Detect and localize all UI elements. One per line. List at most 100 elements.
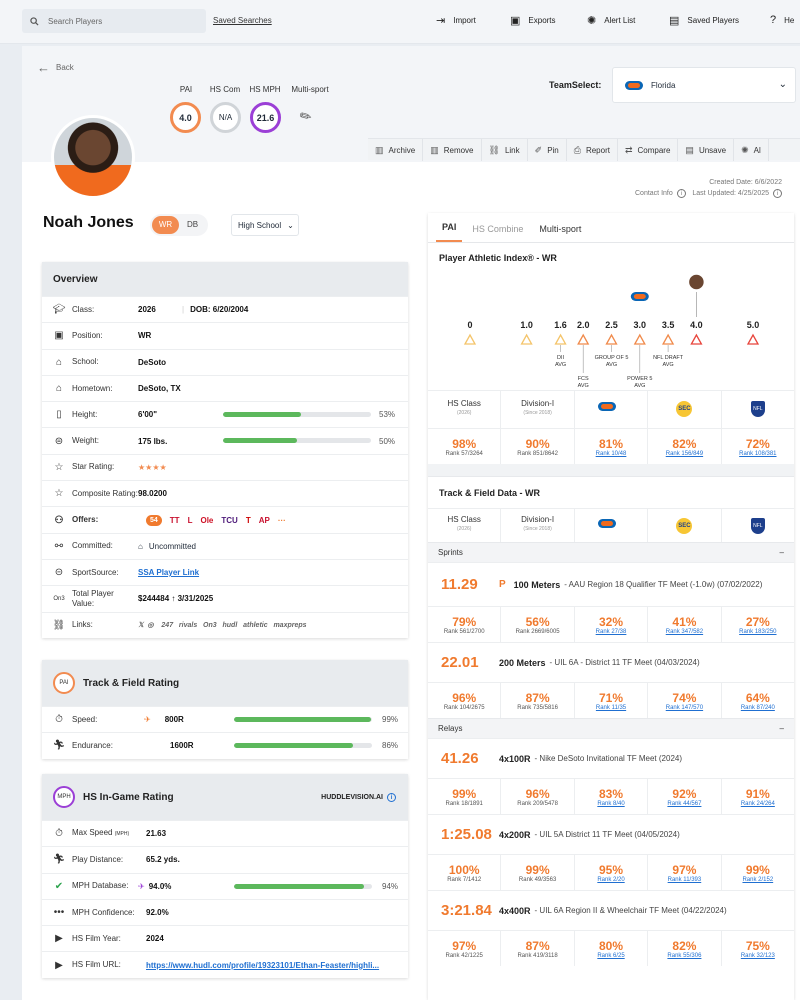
percentile-cell[interactable]: 72% Rank 108/381: [722, 429, 794, 464]
rank-text[interactable]: Rank 10/48: [595, 451, 627, 457]
position-toggle[interactable]: WR DB: [150, 214, 208, 236]
rank-text: Rank 57/3264: [445, 451, 483, 457]
rank-text[interactable]: Rank 55/306: [667, 953, 702, 959]
rank-text[interactable]: Rank 2/152: [742, 877, 774, 883]
percentile-cell[interactable]: 97% Rank 11/393: [648, 855, 722, 890]
teamselect-dropdown[interactable]: Florida ⌄: [612, 67, 796, 103]
rank-text: Rank 561/2700: [443, 629, 485, 635]
sprints-header[interactable]: Sprints –: [428, 542, 794, 562]
info-icon[interactable]: i: [773, 189, 782, 198]
percentile-cell: 96% Rank 209/5478: [501, 779, 575, 814]
rank-text[interactable]: Rank 32/123: [740, 953, 775, 959]
rank-text[interactable]: Rank 2/20: [597, 877, 625, 883]
back-button[interactable]: ← Back: [37, 60, 74, 75]
ssa-player-link[interactable]: SSA Player Link: [138, 568, 200, 578]
help-button[interactable]: ? He: [770, 14, 794, 26]
hs-class-sub: (2026): [456, 526, 472, 532]
rank-text[interactable]: Rank 156/849: [665, 451, 704, 457]
percentile-cell[interactable]: 74% Rank 147/570: [648, 683, 722, 718]
row-value: 6'00": [138, 410, 158, 420]
percentile-cell[interactable]: 99% Rank 2/152: [722, 855, 794, 890]
alert-list-button[interactable]: ✺ Alert List: [587, 14, 635, 27]
percentile-value: 82%: [672, 939, 697, 953]
percentile-cell[interactable]: 82% Rank 55/306: [648, 931, 722, 966]
alert-button[interactable]: ✺ Al: [734, 139, 769, 161]
rank-text[interactable]: Rank 11/393: [667, 877, 702, 883]
unsave-button[interactable]: ▤ Unsave: [678, 139, 735, 161]
percentile-cell[interactable]: 81% Rank 10/48: [575, 429, 649, 464]
rank-text[interactable]: Rank 8/40: [597, 801, 625, 807]
percentile-cell[interactable]: 27% Rank 183/250: [722, 607, 794, 642]
saved-searches-link[interactable]: Saved Searches: [213, 16, 272, 25]
rank-text[interactable]: Rank 11/35: [595, 705, 627, 711]
row-label: Hometown:: [72, 383, 113, 393]
link-button[interactable]: ⛓ Link: [482, 139, 528, 161]
division-header: Division-I: [521, 399, 555, 408]
link-icon: ⛓: [488, 144, 500, 155]
pin-button[interactable]: ✐ Pin: [528, 139, 567, 161]
offers-count-badge[interactable]: 54: [146, 514, 162, 526]
tab-multisport[interactable]: Multi-sport: [539, 224, 582, 234]
percentile-cell[interactable]: 82% Rank 156/849: [648, 429, 722, 464]
runner-icon: 🏃︎: [52, 854, 66, 866]
report-button[interactable]: ⎙ Report: [567, 139, 618, 161]
percentile-cell[interactable]: 75% Rank 32/123: [722, 931, 794, 966]
more-offers-icon[interactable]: ···: [277, 515, 286, 525]
exports-button[interactable]: ▣ Exports: [510, 14, 556, 27]
percentile-cell[interactable]: 41% Rank 347/582: [648, 607, 722, 642]
relays-header[interactable]: Relays –: [428, 718, 794, 738]
school-row: ⌂ School: DeSoto: [42, 348, 408, 375]
search-input[interactable]: Search Players: [22, 9, 206, 33]
avatar: [51, 115, 135, 199]
percentile-value: 97%: [452, 939, 477, 953]
event-4x100r: 41.26 4x100R - Nike DeSoto Invitational TF…: [428, 738, 794, 814]
rank-text[interactable]: Rank 87/240: [740, 705, 775, 711]
row-label: HS Film Year:: [72, 933, 121, 943]
percentile-cell[interactable]: 83% Rank 8/40: [575, 779, 649, 814]
rank-text[interactable]: Rank 183/250: [739, 629, 777, 635]
avg-label: GROUP OF 5: [595, 355, 629, 361]
rank-text[interactable]: Rank 108/381: [739, 451, 777, 457]
rank-text[interactable]: Rank 6/25: [597, 953, 625, 959]
archive-button[interactable]: ▥ Archive: [368, 139, 424, 161]
compare-button[interactable]: ⇄ Compare: [618, 139, 679, 161]
percentile-cell[interactable]: 80% Rank 6/25: [575, 931, 649, 966]
tab-pai[interactable]: PAI: [436, 222, 463, 242]
pai-title: Player Athletic Index® - WR: [439, 253, 557, 263]
row-value: 1600R: [170, 741, 194, 751]
sprints-label: Sprints: [438, 548, 463, 557]
avg-label: FCS: [578, 376, 589, 382]
tab-hs-combine[interactable]: HS Combine: [472, 224, 524, 234]
saved-players-button[interactable]: ▤ Saved Players: [669, 14, 739, 27]
remove-button[interactable]: ▥ Remove: [423, 139, 482, 161]
rank-text[interactable]: Rank 24/264: [740, 801, 775, 807]
level-dropdown[interactable]: High School ⌄: [231, 214, 299, 236]
rank-text[interactable]: Rank 27/38: [595, 629, 627, 635]
hs-class-sub: (2026): [456, 410, 472, 416]
rank-text[interactable]: Rank 347/582: [665, 629, 704, 635]
percentile-cell[interactable]: 92% Rank 44/567: [648, 779, 722, 814]
position-db-option[interactable]: DB: [186, 220, 199, 229]
rank-text[interactable]: Rank 147/570: [665, 705, 704, 711]
on3-icon: On3: [53, 595, 65, 602]
rank-text[interactable]: Rank 44/567: [667, 801, 702, 807]
position-wr-option[interactable]: WR: [152, 216, 179, 234]
percentile-cell[interactable]: 64% Rank 87/240: [722, 683, 794, 718]
division-sub: (Since 2018): [523, 410, 552, 416]
collapse-icon[interactable]: –: [779, 548, 784, 557]
speed-bar: [234, 717, 372, 722]
social-links[interactable]: 𝕏 ◎ 247 rivals On3 hudl athletic maxprep…: [138, 622, 307, 630]
hs-mph-ring: 21.6: [250, 102, 281, 133]
mph-badge: MPH: [53, 786, 75, 808]
collapse-icon[interactable]: –: [779, 724, 784, 733]
info-icon[interactable]: i: [387, 792, 396, 802]
percentile-cell[interactable]: 91% Rank 24/264: [722, 779, 794, 814]
hudl-film-link[interactable]: https://www.hudl.com/profile/19323101/Et…: [146, 960, 380, 970]
percentile-cell: 100% Rank 7/1412: [428, 855, 502, 890]
film-year-row: ▶ HS Film Year: 2024: [42, 925, 408, 951]
percentile-cell[interactable]: 95% Rank 2/20: [575, 855, 649, 890]
percentile-cell[interactable]: 71% Rank 11/35: [575, 683, 649, 718]
percentile-cell[interactable]: 32% Rank 27/38: [575, 607, 649, 642]
contact-info-link[interactable]: Contact Info i: [635, 189, 686, 198]
import-button[interactable]: ⇥ Import: [436, 14, 476, 27]
